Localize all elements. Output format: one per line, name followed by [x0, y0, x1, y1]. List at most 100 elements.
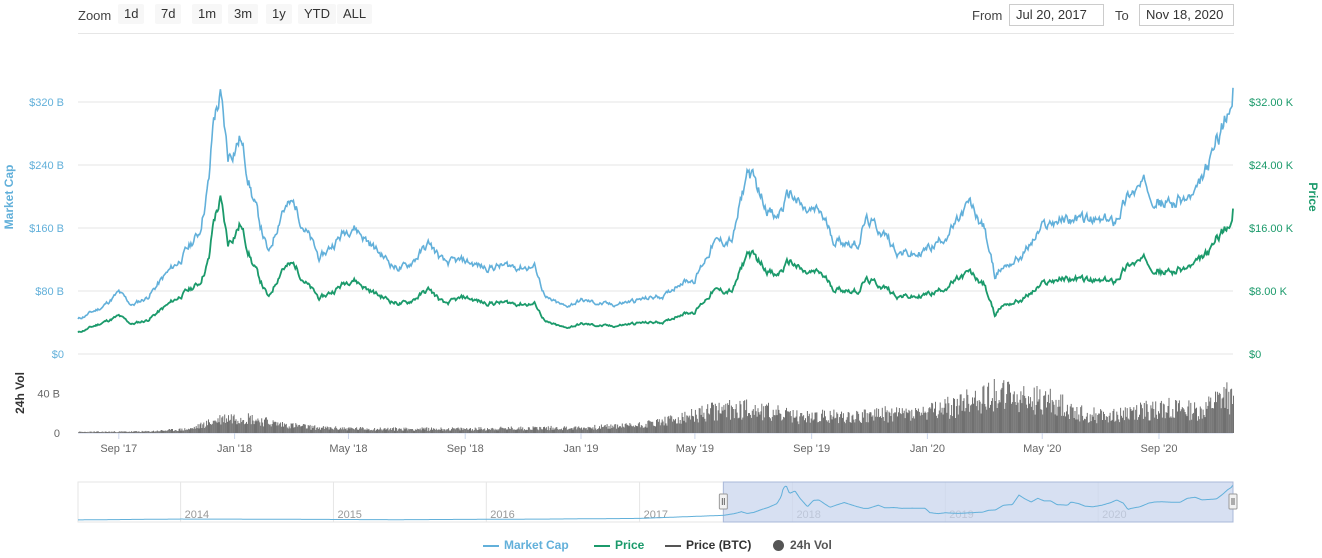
volume-bar	[1214, 402, 1215, 433]
price-tick-label: $16.00 K	[1249, 223, 1294, 235]
volume-bar	[303, 424, 305, 433]
legend-item-price-btc[interactable]: Price (BTC)	[665, 538, 751, 552]
x-tick-label: May '19	[676, 443, 714, 455]
volume-bar	[540, 427, 542, 433]
volume-bar	[588, 427, 590, 433]
legend: Market Cap Price Price (BTC) 24h Vol	[0, 536, 1322, 556]
volume-bar	[1166, 412, 1168, 433]
volume-bar	[1207, 405, 1209, 433]
navigator-selection[interactable]	[722, 481, 1234, 523]
volume-bar	[336, 428, 338, 433]
volume-bar	[780, 414, 782, 433]
volume-bar	[1045, 391, 1047, 433]
volume-bar	[290, 423, 292, 433]
volume-bar	[684, 411, 686, 433]
volume-bar	[974, 390, 976, 433]
volume-bar	[1010, 392, 1011, 433]
volume-bar	[1197, 416, 1199, 433]
volume-bar	[1130, 409, 1132, 433]
volume-bar	[631, 426, 633, 433]
volume-bar	[447, 429, 449, 433]
volume-bar	[825, 420, 827, 433]
navigator-handle-left[interactable]	[718, 493, 728, 510]
volume-bar	[1134, 419, 1136, 433]
volume-bar	[80, 431, 82, 433]
volume-bar	[600, 424, 602, 433]
price-btc-swatch	[665, 544, 681, 547]
volume-bar	[1192, 413, 1194, 433]
legend-item-price[interactable]: Price	[594, 538, 644, 552]
volume-bar	[1081, 405, 1083, 433]
zoom-3m-button[interactable]: 3m	[228, 4, 259, 24]
volume-bar	[1210, 397, 1212, 433]
volume-bar	[86, 432, 88, 433]
legend-item-24h-vol[interactable]: 24h Vol	[773, 538, 832, 552]
volume-bar	[499, 427, 501, 433]
volume-bar	[1229, 414, 1231, 433]
volume-bar	[955, 406, 957, 433]
zoom-1d-button[interactable]: 1d	[118, 4, 145, 24]
volume-bar	[884, 406, 886, 433]
from-date-input[interactable]: Jul 20, 2017	[1009, 4, 1104, 26]
zoom-ytd-button[interactable]: YTD	[298, 4, 336, 24]
market-chart[interactable]: $0 $80 B $160 B $240 B $320 B $0 $8.00 K $16.0…	[0, 0, 1322, 536]
volume-bar	[442, 430, 444, 433]
volume-bar	[154, 431, 156, 433]
volume-bar	[321, 427, 323, 433]
volume-bar	[351, 428, 353, 433]
volume-bar	[356, 427, 358, 433]
volume-bar	[470, 428, 471, 433]
price-line[interactable]	[77, 195, 1234, 334]
volume-bar	[1066, 411, 1067, 433]
volume-bar	[515, 429, 517, 433]
volume-bar	[544, 428, 546, 433]
volume-bar	[839, 417, 841, 433]
volume-bar	[243, 420, 245, 433]
volume-bar	[456, 428, 458, 433]
volume-bar	[1112, 411, 1114, 433]
volume-bar	[363, 429, 365, 433]
volume-bar	[368, 428, 370, 433]
zoom-1m-button[interactable]: 1m	[192, 4, 223, 24]
volume-bar	[217, 418, 219, 433]
volume-bar	[720, 413, 722, 433]
volume-bar	[386, 428, 388, 433]
volume-bar	[646, 427, 648, 433]
volume-bar	[527, 427, 529, 433]
zoom-7d-button[interactable]: 7d	[155, 4, 182, 24]
volume-bar	[112, 431, 114, 433]
volume-bar	[1174, 417, 1176, 433]
volume-bar	[419, 428, 421, 433]
legend-label-24h-vol: 24h Vol	[790, 538, 832, 552]
volume-bar	[371, 429, 373, 433]
volume-bar	[973, 397, 975, 433]
volume-bar	[211, 423, 213, 433]
to-date-input[interactable]: Nov 18, 2020	[1139, 4, 1234, 26]
market-cap-tick-label: $0	[52, 349, 64, 361]
volume-bar	[181, 428, 183, 433]
zoom-all-button[interactable]: ALL	[337, 4, 373, 24]
volume-bar	[851, 415, 853, 433]
volume-bar	[391, 430, 393, 433]
navigator-handle-right[interactable]	[1228, 493, 1238, 510]
volume-bar	[78, 432, 79, 433]
volume-bar	[1181, 407, 1183, 433]
volume-bar	[88, 432, 90, 433]
legend-item-market-cap[interactable]: Market Cap	[483, 538, 569, 552]
volume-bar	[802, 416, 804, 433]
navigator[interactable]: 2014201520162017201820192020	[77, 481, 1238, 523]
volume-bar	[610, 424, 612, 433]
volume-bar	[235, 419, 237, 433]
volume-bar	[945, 403, 947, 433]
volume-bar	[1167, 406, 1169, 433]
market-cap-tick-label: $240 B	[29, 160, 64, 172]
volume-bar	[537, 429, 539, 433]
volume-bar	[786, 407, 787, 433]
market-cap-line[interactable]	[77, 87, 1234, 320]
volume-bar	[1141, 408, 1143, 433]
zoom-1y-button[interactable]: 1y	[266, 4, 292, 24]
navigator-handle-body	[1228, 493, 1238, 510]
volume-bar	[1030, 406, 1032, 433]
volume-bar	[137, 431, 139, 433]
volume-bar	[1216, 391, 1218, 433]
